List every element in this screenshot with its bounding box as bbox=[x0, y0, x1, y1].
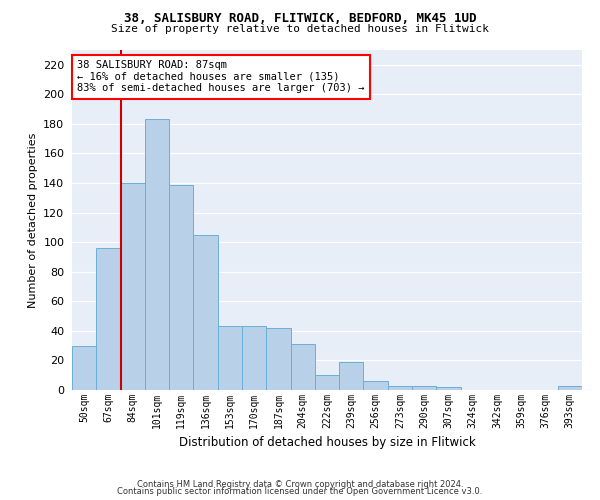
Bar bbox=[339, 362, 364, 390]
Bar bbox=[364, 381, 388, 390]
Bar bbox=[436, 387, 461, 390]
Bar bbox=[315, 375, 339, 390]
Text: Contains HM Land Registry data © Crown copyright and database right 2024.: Contains HM Land Registry data © Crown c… bbox=[137, 480, 463, 489]
Bar bbox=[218, 326, 242, 390]
Text: 38, SALISBURY ROAD, FLITWICK, BEDFORD, MK45 1UD: 38, SALISBURY ROAD, FLITWICK, BEDFORD, M… bbox=[124, 12, 476, 26]
Text: 38 SALISBURY ROAD: 87sqm
← 16% of detached houses are smaller (135)
83% of semi-: 38 SALISBURY ROAD: 87sqm ← 16% of detach… bbox=[77, 60, 365, 94]
Bar bbox=[558, 386, 582, 390]
Bar bbox=[72, 346, 96, 390]
Bar bbox=[193, 235, 218, 390]
Bar bbox=[388, 386, 412, 390]
Bar bbox=[290, 344, 315, 390]
Bar bbox=[96, 248, 121, 390]
Bar bbox=[266, 328, 290, 390]
Bar bbox=[242, 326, 266, 390]
Bar bbox=[412, 386, 436, 390]
Text: Size of property relative to detached houses in Flitwick: Size of property relative to detached ho… bbox=[111, 24, 489, 34]
X-axis label: Distribution of detached houses by size in Flitwick: Distribution of detached houses by size … bbox=[179, 436, 475, 450]
Bar bbox=[145, 120, 169, 390]
Y-axis label: Number of detached properties: Number of detached properties bbox=[28, 132, 38, 308]
Bar bbox=[121, 183, 145, 390]
Text: Contains public sector information licensed under the Open Government Licence v3: Contains public sector information licen… bbox=[118, 488, 482, 496]
Bar bbox=[169, 184, 193, 390]
